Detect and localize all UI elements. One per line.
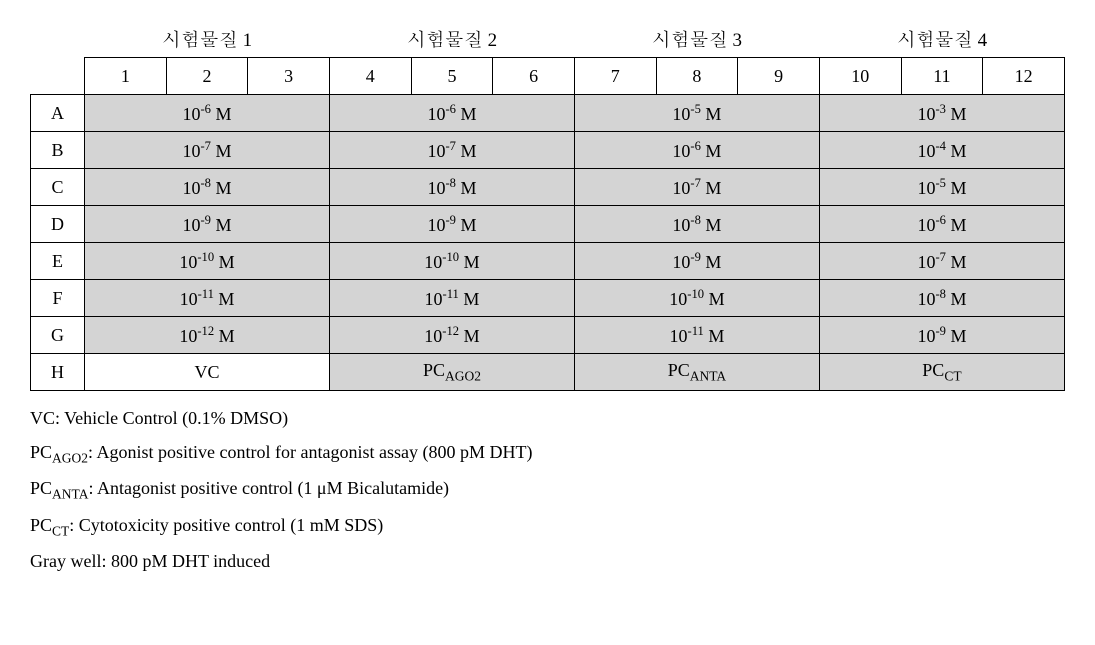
concentration-cell: 10-12 M — [329, 317, 574, 354]
legend-pcanta: PCANTA: Antagonist positive control (1 μ… — [30, 471, 1065, 507]
exp: -9 — [690, 250, 701, 264]
exp: -10 — [197, 250, 214, 264]
concentration-cell: 10-10 M — [85, 243, 330, 280]
col-number: 5 — [411, 58, 493, 95]
concentration-cell: 10-9 M — [819, 317, 1064, 354]
concentration-cell: 10-7 M — [819, 243, 1064, 280]
legend-pcago2: PCAGO2: Agonist positive control for ant… — [30, 435, 1065, 471]
concentration-cell: 10-9 M — [574, 243, 819, 280]
control-cell: PCAGO2 — [329, 354, 574, 391]
concentration-cell: 10-8 M — [85, 169, 330, 206]
concentration-cell: 10-11 M — [574, 317, 819, 354]
control-cell: VC — [85, 354, 330, 391]
exp: -11 — [443, 287, 459, 301]
concentration-cell: 10-5 M — [819, 169, 1064, 206]
exp: -9 — [445, 213, 456, 227]
col-number: 1 — [85, 58, 167, 95]
group-header: 시험물질 1 — [85, 20, 330, 58]
concentration-cell: 10-8 M — [819, 280, 1064, 317]
exp: -12 — [442, 324, 459, 338]
concentration-cell: 10-9 M — [85, 206, 330, 243]
concentration-cell: 10-10 M — [574, 280, 819, 317]
control-cell: PCANTA — [574, 354, 819, 391]
exp: -7 — [200, 139, 211, 153]
rowlabel-blank — [31, 58, 85, 95]
concentration-cell: 10-11 M — [85, 280, 330, 317]
legend-pcct: PCCT: Cytotoxicity positive control (1 m… — [30, 508, 1065, 544]
legend-vc: VC: Vehicle Control (0.1% DMSO) — [30, 401, 1065, 435]
exp: -8 — [200, 176, 211, 190]
concentration-cell: 10-7 M — [574, 169, 819, 206]
group-header: 시험물질 2 — [329, 20, 574, 58]
row-label: C — [31, 169, 85, 206]
legend-gray: Gray well: 800 pM DHT induced — [30, 544, 1065, 578]
row-label: G — [31, 317, 85, 354]
concentration-cell: 10-6 M — [819, 206, 1064, 243]
exp: -3 — [935, 102, 946, 116]
concentration-cell: 10-10 M — [329, 243, 574, 280]
concentration-cell: 10-9 M — [329, 206, 574, 243]
group-header: 시험물질 3 — [574, 20, 819, 58]
corner-blank — [31, 20, 85, 58]
concentration-cell: 10-6 M — [329, 95, 574, 132]
concentration-cell: 10-4 M — [819, 132, 1064, 169]
col-number: 11 — [901, 58, 983, 95]
exp: -11 — [688, 324, 704, 338]
exp: -11 — [198, 287, 214, 301]
concentration-cell: 10-8 M — [574, 206, 819, 243]
col-number: 12 — [983, 58, 1065, 95]
exp: -7 — [690, 176, 701, 190]
concentration-cell: 10-5 M — [574, 95, 819, 132]
exp: -6 — [935, 213, 946, 227]
concentration-cell: 10-6 M — [85, 95, 330, 132]
concentration-cell: 10-12 M — [85, 317, 330, 354]
exp: -8 — [935, 287, 946, 301]
exp: -7 — [935, 250, 946, 264]
group-header: 시험물질 4 — [819, 20, 1064, 58]
concentration-cell: 10-7 M — [85, 132, 330, 169]
concentration-cell: 10-6 M — [574, 132, 819, 169]
row-label: A — [31, 95, 85, 132]
exp: -8 — [445, 176, 456, 190]
legend: VC: Vehicle Control (0.1% DMSO) PCAGO2: … — [30, 401, 1065, 578]
exp: -4 — [935, 139, 946, 153]
concentration-cell: 10-11 M — [329, 280, 574, 317]
exp: -12 — [197, 324, 214, 338]
col-number: 3 — [248, 58, 330, 95]
col-number: 4 — [329, 58, 411, 95]
row-label: H — [31, 354, 85, 391]
col-number: 10 — [819, 58, 901, 95]
exp: -6 — [445, 102, 456, 116]
exp: -5 — [690, 102, 701, 116]
exp: -10 — [442, 250, 459, 264]
col-number: 9 — [738, 58, 820, 95]
plate-table: 시험물질 1시험물질 2시험물질 3시험물질 4123456789101112A… — [30, 20, 1065, 391]
exp: -8 — [690, 213, 701, 227]
control-cell: PCCT — [819, 354, 1064, 391]
col-number: 2 — [166, 58, 248, 95]
exp: -10 — [687, 287, 704, 301]
exp: -9 — [935, 324, 946, 338]
row-label: E — [31, 243, 85, 280]
col-number: 6 — [493, 58, 575, 95]
exp: -9 — [200, 213, 211, 227]
concentration-cell: 10-3 M — [819, 95, 1064, 132]
exp: -5 — [935, 176, 946, 190]
exp: -6 — [200, 102, 211, 116]
row-label: D — [31, 206, 85, 243]
col-number: 8 — [656, 58, 738, 95]
exp: -6 — [690, 139, 701, 153]
exp: -7 — [445, 139, 456, 153]
row-label: F — [31, 280, 85, 317]
concentration-cell: 10-7 M — [329, 132, 574, 169]
col-number: 7 — [574, 58, 656, 95]
row-label: B — [31, 132, 85, 169]
concentration-cell: 10-8 M — [329, 169, 574, 206]
